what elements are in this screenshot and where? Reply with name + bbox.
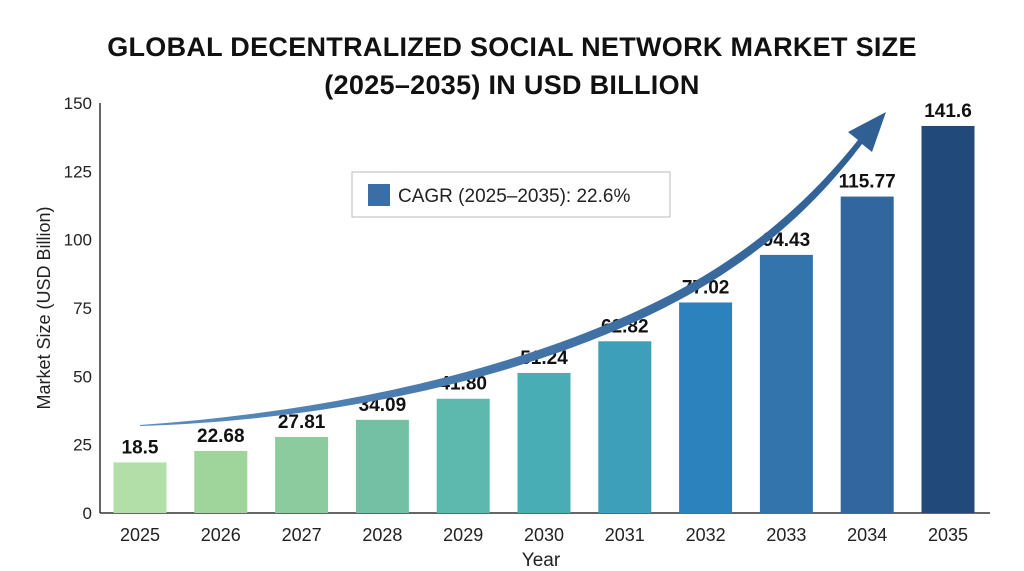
bar-2029	[436, 398, 490, 513]
bar-2026	[194, 451, 248, 513]
data-label-2026: 22.68	[197, 426, 245, 447]
x-tick-label: 2027	[282, 525, 322, 545]
bar-2025	[113, 462, 167, 513]
chart-title-line1: GLOBAL DECENTRALIZED SOCIAL NETWORK MARK…	[107, 32, 917, 62]
data-label-2034: 115.77	[839, 172, 896, 193]
bar-2035	[921, 125, 975, 514]
x-tick-label: 2035	[928, 525, 968, 545]
chart-title-line2: (2025–2035) IN USD BILLION	[324, 70, 700, 100]
bar-2031	[598, 341, 652, 513]
x-tick-label: 2031	[605, 525, 645, 545]
x-tick-label: 2030	[524, 525, 564, 545]
trend-arrow-icon	[140, 112, 886, 426]
data-label-2035: 141.6	[924, 101, 972, 122]
x-axis-label: Year	[522, 550, 561, 571]
y-tick-label: 150	[64, 94, 92, 113]
data-label-2031: 62.82	[601, 316, 649, 337]
bar-2033	[759, 254, 813, 513]
x-tick-label: 2034	[847, 525, 887, 545]
data-label-2027: 27.81	[278, 412, 326, 433]
y-tick-label: 125	[64, 162, 92, 181]
legend-swatch	[368, 184, 390, 206]
bar-2027	[275, 436, 329, 513]
y-tick-label: 0	[83, 504, 92, 523]
x-tick-label: 2029	[443, 525, 483, 545]
x-tick-label: 2025	[120, 525, 160, 545]
y-axis-label: Market Size (USD Billion)	[34, 206, 54, 409]
x-tick-label: 2026	[201, 525, 241, 545]
y-tick-label: 25	[73, 436, 92, 455]
x-tick-label: 2028	[362, 525, 402, 545]
bar-2034	[840, 196, 894, 513]
legend-label: CAGR (2025–2035): 22.6%	[398, 186, 630, 207]
y-tick-label: 100	[64, 231, 92, 250]
bar-2030	[517, 372, 571, 513]
y-tick-label: 50	[73, 367, 92, 386]
x-tick-label: 2033	[766, 525, 806, 545]
data-label-2025: 18.5	[122, 437, 159, 458]
bar-2028	[355, 419, 409, 513]
y-tick-label: 75	[73, 299, 92, 318]
x-tick-label: 2032	[686, 525, 726, 545]
bar-2032	[679, 302, 733, 513]
legend: CAGR (2025–2035): 22.6%	[351, 171, 671, 218]
